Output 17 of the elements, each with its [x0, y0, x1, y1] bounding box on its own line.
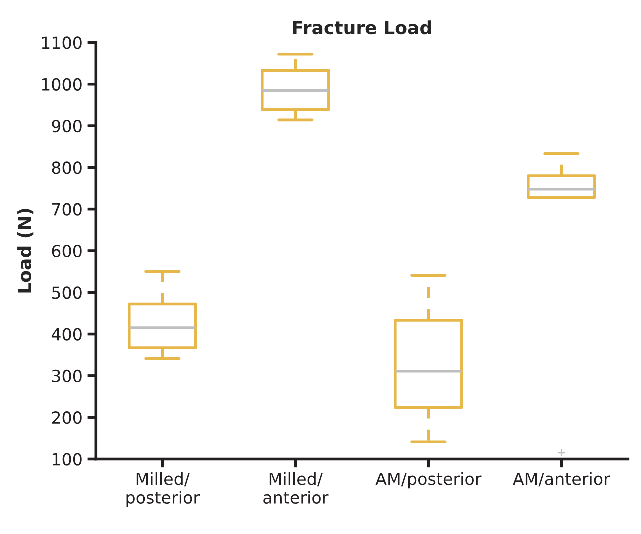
y-axis-title: Load (N): [18, 209, 34, 293]
y-tick-label: 600: [52, 244, 82, 258]
y-tick-label: 700: [52, 203, 82, 216]
y-tick-label: 800: [52, 162, 82, 174]
chart-title: Fracture Load: [293, 20, 432, 35]
y-tick-label: 1000: [42, 78, 82, 91]
y-tick-label: 400: [52, 328, 82, 341]
x-tick-label: AM/posterior: [376, 472, 482, 489]
x-tick-label: Milled/ anterior: [264, 472, 329, 504]
x-tick-label: AM/anterior: [513, 472, 610, 487]
y-tick-label: 300: [52, 370, 82, 383]
y-tick-label: 200: [52, 412, 82, 424]
y-tick-label: 900: [52, 120, 82, 133]
y-tick-label: 100: [52, 453, 82, 466]
y-tick-label: 500: [52, 286, 82, 300]
y-tick-label: 1100: [42, 36, 82, 50]
x-tick-label: Milled/ posterior: [126, 472, 200, 508]
